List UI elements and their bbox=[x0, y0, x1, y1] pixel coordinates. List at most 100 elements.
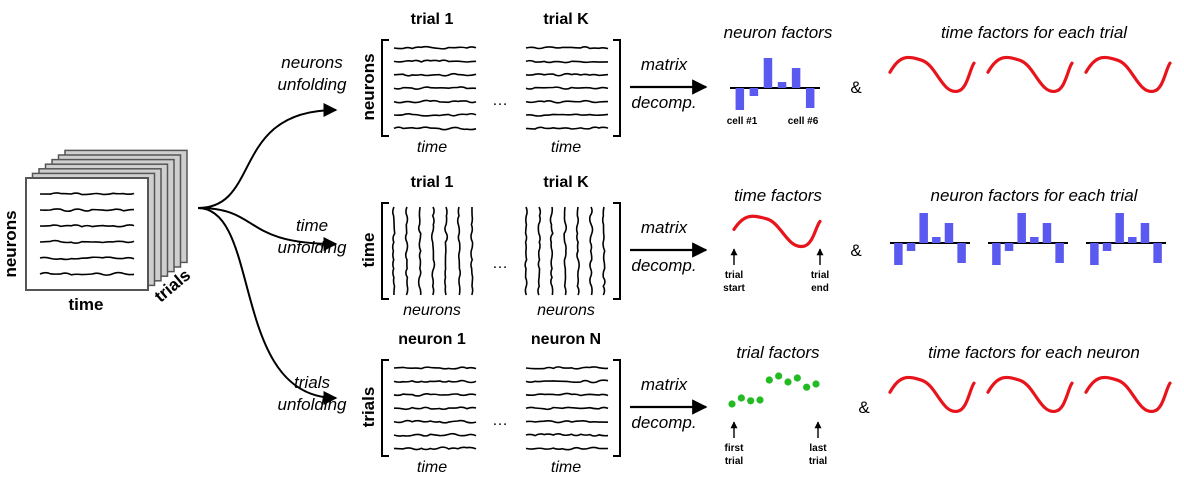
matrix-trace bbox=[588, 206, 594, 296]
tensor-trace bbox=[39, 208, 135, 213]
matrix-right-title: neuron N bbox=[531, 331, 601, 348]
branch-arrows bbox=[197, 103, 338, 405]
unfolding-label: neurons unfolding bbox=[277, 53, 347, 94]
matrix-trace bbox=[391, 206, 396, 296]
time-factor-curve bbox=[1084, 375, 1172, 413]
factor-bar bbox=[763, 58, 773, 88]
per-item-factors-title: neuron factors for each trial bbox=[931, 186, 1139, 205]
decomp-label-line: decomp. bbox=[631, 256, 696, 275]
data-tensor: neurons time trials bbox=[1, 149, 194, 314]
factor-bar bbox=[1030, 237, 1039, 243]
result-note: trial bbox=[809, 456, 828, 467]
factor-bar bbox=[957, 243, 966, 263]
matrix-trace bbox=[393, 446, 477, 451]
time-factor-curve bbox=[732, 214, 822, 248]
unfolding-label-line: unfolding bbox=[277, 75, 347, 94]
matrix-left-bracket bbox=[381, 359, 389, 457]
per-item-factors: neuron factors for each trial bbox=[890, 186, 1166, 265]
factor-bar bbox=[1042, 223, 1052, 243]
matrix-trace bbox=[537, 206, 542, 296]
result-title: trial factors bbox=[736, 343, 820, 362]
tensor-trace bbox=[39, 256, 135, 261]
matrix-trace bbox=[525, 446, 609, 451]
trial-factor-dot bbox=[756, 396, 764, 404]
factor-bar bbox=[932, 237, 941, 243]
matrix-trace bbox=[549, 206, 554, 296]
matrix-trace bbox=[393, 366, 477, 370]
matrix-trace bbox=[393, 99, 477, 104]
unfolding-label: time unfolding bbox=[277, 216, 347, 257]
matrix-trace bbox=[525, 379, 609, 384]
matrix-right-bottom-label: time bbox=[551, 459, 581, 476]
matrix-trace bbox=[601, 206, 606, 296]
trial-factor-dot bbox=[765, 376, 773, 384]
tensor-trace bbox=[39, 224, 135, 228]
matrix-left-title: trial 1 bbox=[411, 174, 454, 191]
factor-bar bbox=[1090, 243, 1099, 265]
matrix-trace bbox=[393, 86, 477, 90]
matrix-left-bottom-label: neurons bbox=[403, 302, 461, 319]
factor-bar bbox=[791, 68, 801, 88]
row-time-unfolding: time unfolding time trial 1 trial K neurons ne… bbox=[277, 174, 1166, 319]
matrix-right-bottom-label: time bbox=[551, 139, 581, 156]
factor-bar bbox=[992, 243, 1001, 265]
factor-bar bbox=[1055, 243, 1064, 263]
tensor-front-rect bbox=[25, 177, 149, 291]
trial-factor-dot bbox=[812, 380, 820, 388]
factor-bar bbox=[1128, 237, 1137, 243]
per-item-factors-title: time factors for each neuron bbox=[928, 343, 1140, 362]
matrix-trace bbox=[430, 206, 436, 296]
result-title: time factors bbox=[734, 186, 822, 205]
matrix-trace bbox=[404, 206, 409, 296]
factor-bar bbox=[805, 88, 815, 108]
result-factor: neuron factors cell #1 cell #6 bbox=[724, 23, 833, 127]
result-note: cell #6 bbox=[788, 116, 819, 127]
matrix-right-bracket bbox=[613, 359, 621, 457]
result-note: trial bbox=[725, 456, 744, 467]
matrix-axis-label: time bbox=[359, 233, 378, 268]
matrix-trace bbox=[525, 126, 609, 130]
matrix-left-bracket bbox=[381, 202, 389, 300]
matrix-trace bbox=[525, 113, 609, 117]
matrix-trace bbox=[525, 419, 609, 424]
matrix-decomposition-arrow: matrix decomp. bbox=[630, 375, 708, 432]
trial-factor-dot bbox=[784, 378, 792, 386]
unfolding-label-line: time bbox=[296, 216, 328, 235]
per-item-factors-title: time factors for each trial bbox=[941, 23, 1128, 42]
row-trials-unfolding: trials unfolding trials neuron 1 neuron N tim… bbox=[277, 331, 1172, 476]
matrix-trace bbox=[393, 419, 477, 424]
matrix-trace bbox=[525, 72, 609, 77]
matrix-trace bbox=[393, 45, 477, 50]
time-factor-curve bbox=[986, 55, 1074, 93]
matrix-ellipsis: … bbox=[492, 412, 508, 429]
factor-bar bbox=[919, 213, 928, 243]
arrow-to-time-unfolding bbox=[197, 207, 338, 251]
tensor-front-face bbox=[25, 177, 149, 291]
matrix-axis-label: trials bbox=[359, 387, 378, 428]
matrix-ellipsis: … bbox=[492, 92, 508, 109]
matrix-decomposition-arrow: matrix decomp. bbox=[630, 218, 708, 275]
tensor-time-label: time bbox=[69, 295, 104, 314]
time-factor-curve bbox=[1084, 55, 1172, 93]
matrix-trace bbox=[575, 206, 580, 296]
matrix-right-title: trial K bbox=[543, 11, 589, 28]
unfolding-label-line: unfolding bbox=[277, 238, 347, 257]
factor-bar bbox=[749, 88, 759, 96]
arrow-to-trials-unfolding bbox=[197, 207, 338, 405]
matrix-trace bbox=[456, 206, 462, 296]
matrix-right-bracket bbox=[613, 39, 621, 137]
tensor-trace bbox=[39, 271, 135, 276]
matrix-trace bbox=[525, 406, 609, 411]
trial-factor-dot bbox=[728, 400, 736, 408]
matrix-trace bbox=[417, 206, 422, 296]
decomp-label-line: decomp. bbox=[631, 93, 696, 112]
factor-bar bbox=[777, 82, 787, 88]
trial-factor-dot bbox=[803, 383, 811, 391]
matrix-trace bbox=[393, 379, 477, 384]
trial-factor-dot bbox=[793, 374, 801, 382]
factor-bar bbox=[906, 243, 916, 251]
factor-bar bbox=[1017, 213, 1026, 243]
result-title: neuron factors bbox=[724, 23, 833, 42]
